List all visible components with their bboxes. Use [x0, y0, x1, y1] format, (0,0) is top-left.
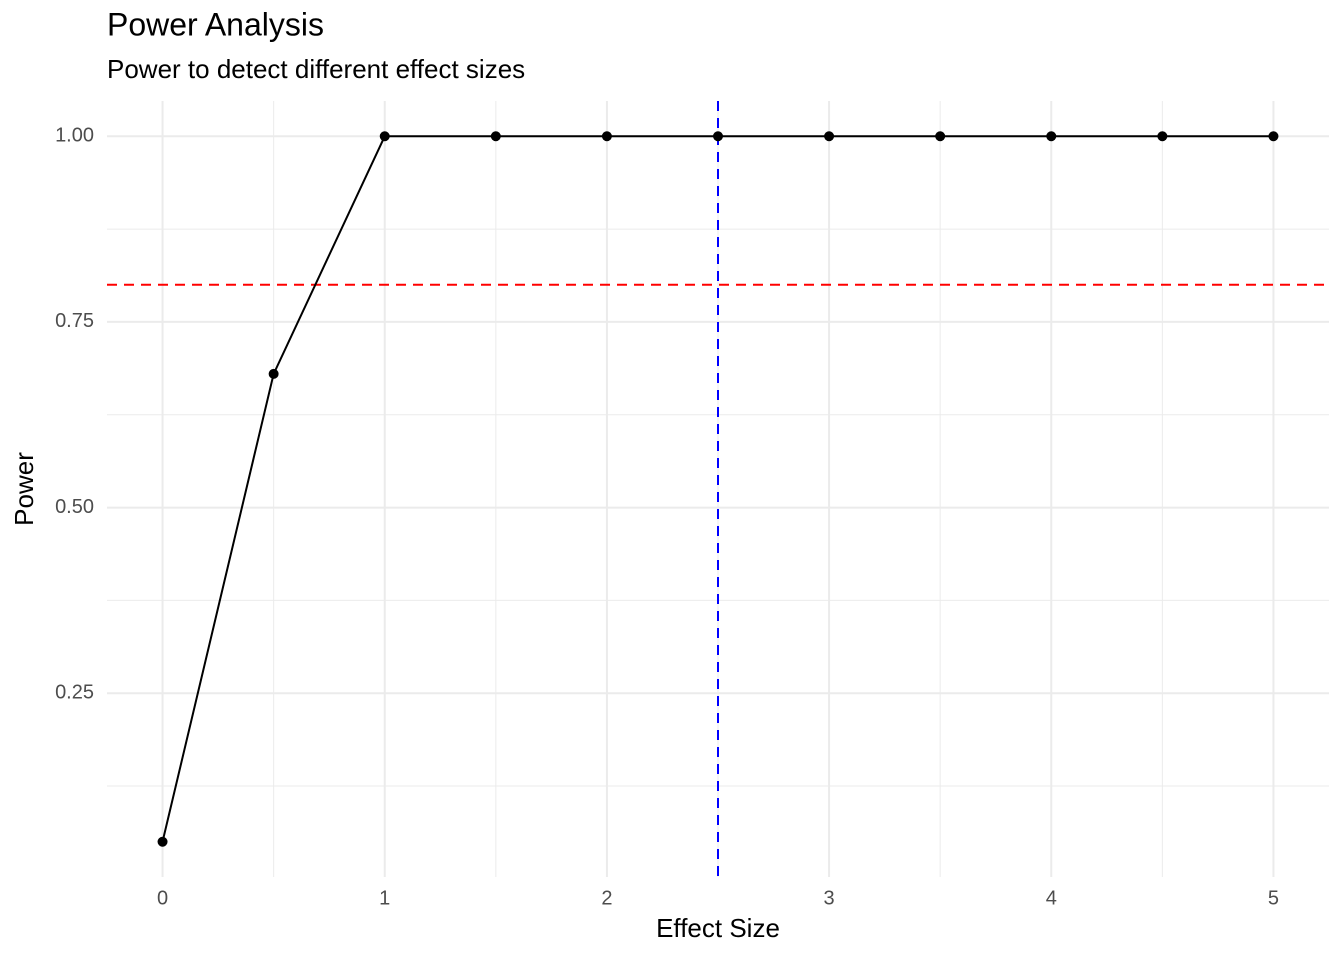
point	[157, 836, 168, 847]
x-tick-label: 4	[1046, 887, 1057, 909]
x-tick-label: 1	[379, 887, 390, 909]
y-tick-label: 0.50	[55, 496, 94, 518]
x-tick-label: 2	[601, 887, 612, 909]
x-tick-label: 5	[1268, 887, 1279, 909]
x-axis-title: Effect Size	[656, 913, 780, 943]
point	[601, 131, 612, 142]
point	[490, 131, 501, 142]
y-tick-label: 1.00	[55, 125, 94, 147]
y-tick-label: 0.75	[55, 310, 94, 332]
y-axis-title: Power	[9, 452, 39, 526]
point	[268, 368, 279, 379]
x-tick-label: 0	[157, 887, 168, 909]
point	[1157, 131, 1168, 142]
x-tick-label: 3	[824, 887, 835, 909]
chart-title: Power Analysis	[107, 6, 324, 42]
y-tick-label: 0.25	[55, 681, 94, 703]
chart-subtitle: Power to detect different effect sizes	[107, 54, 525, 84]
point	[824, 131, 835, 142]
point	[713, 131, 723, 142]
point	[935, 131, 946, 142]
point	[1046, 131, 1057, 142]
point	[379, 131, 390, 142]
point	[1268, 131, 1279, 142]
